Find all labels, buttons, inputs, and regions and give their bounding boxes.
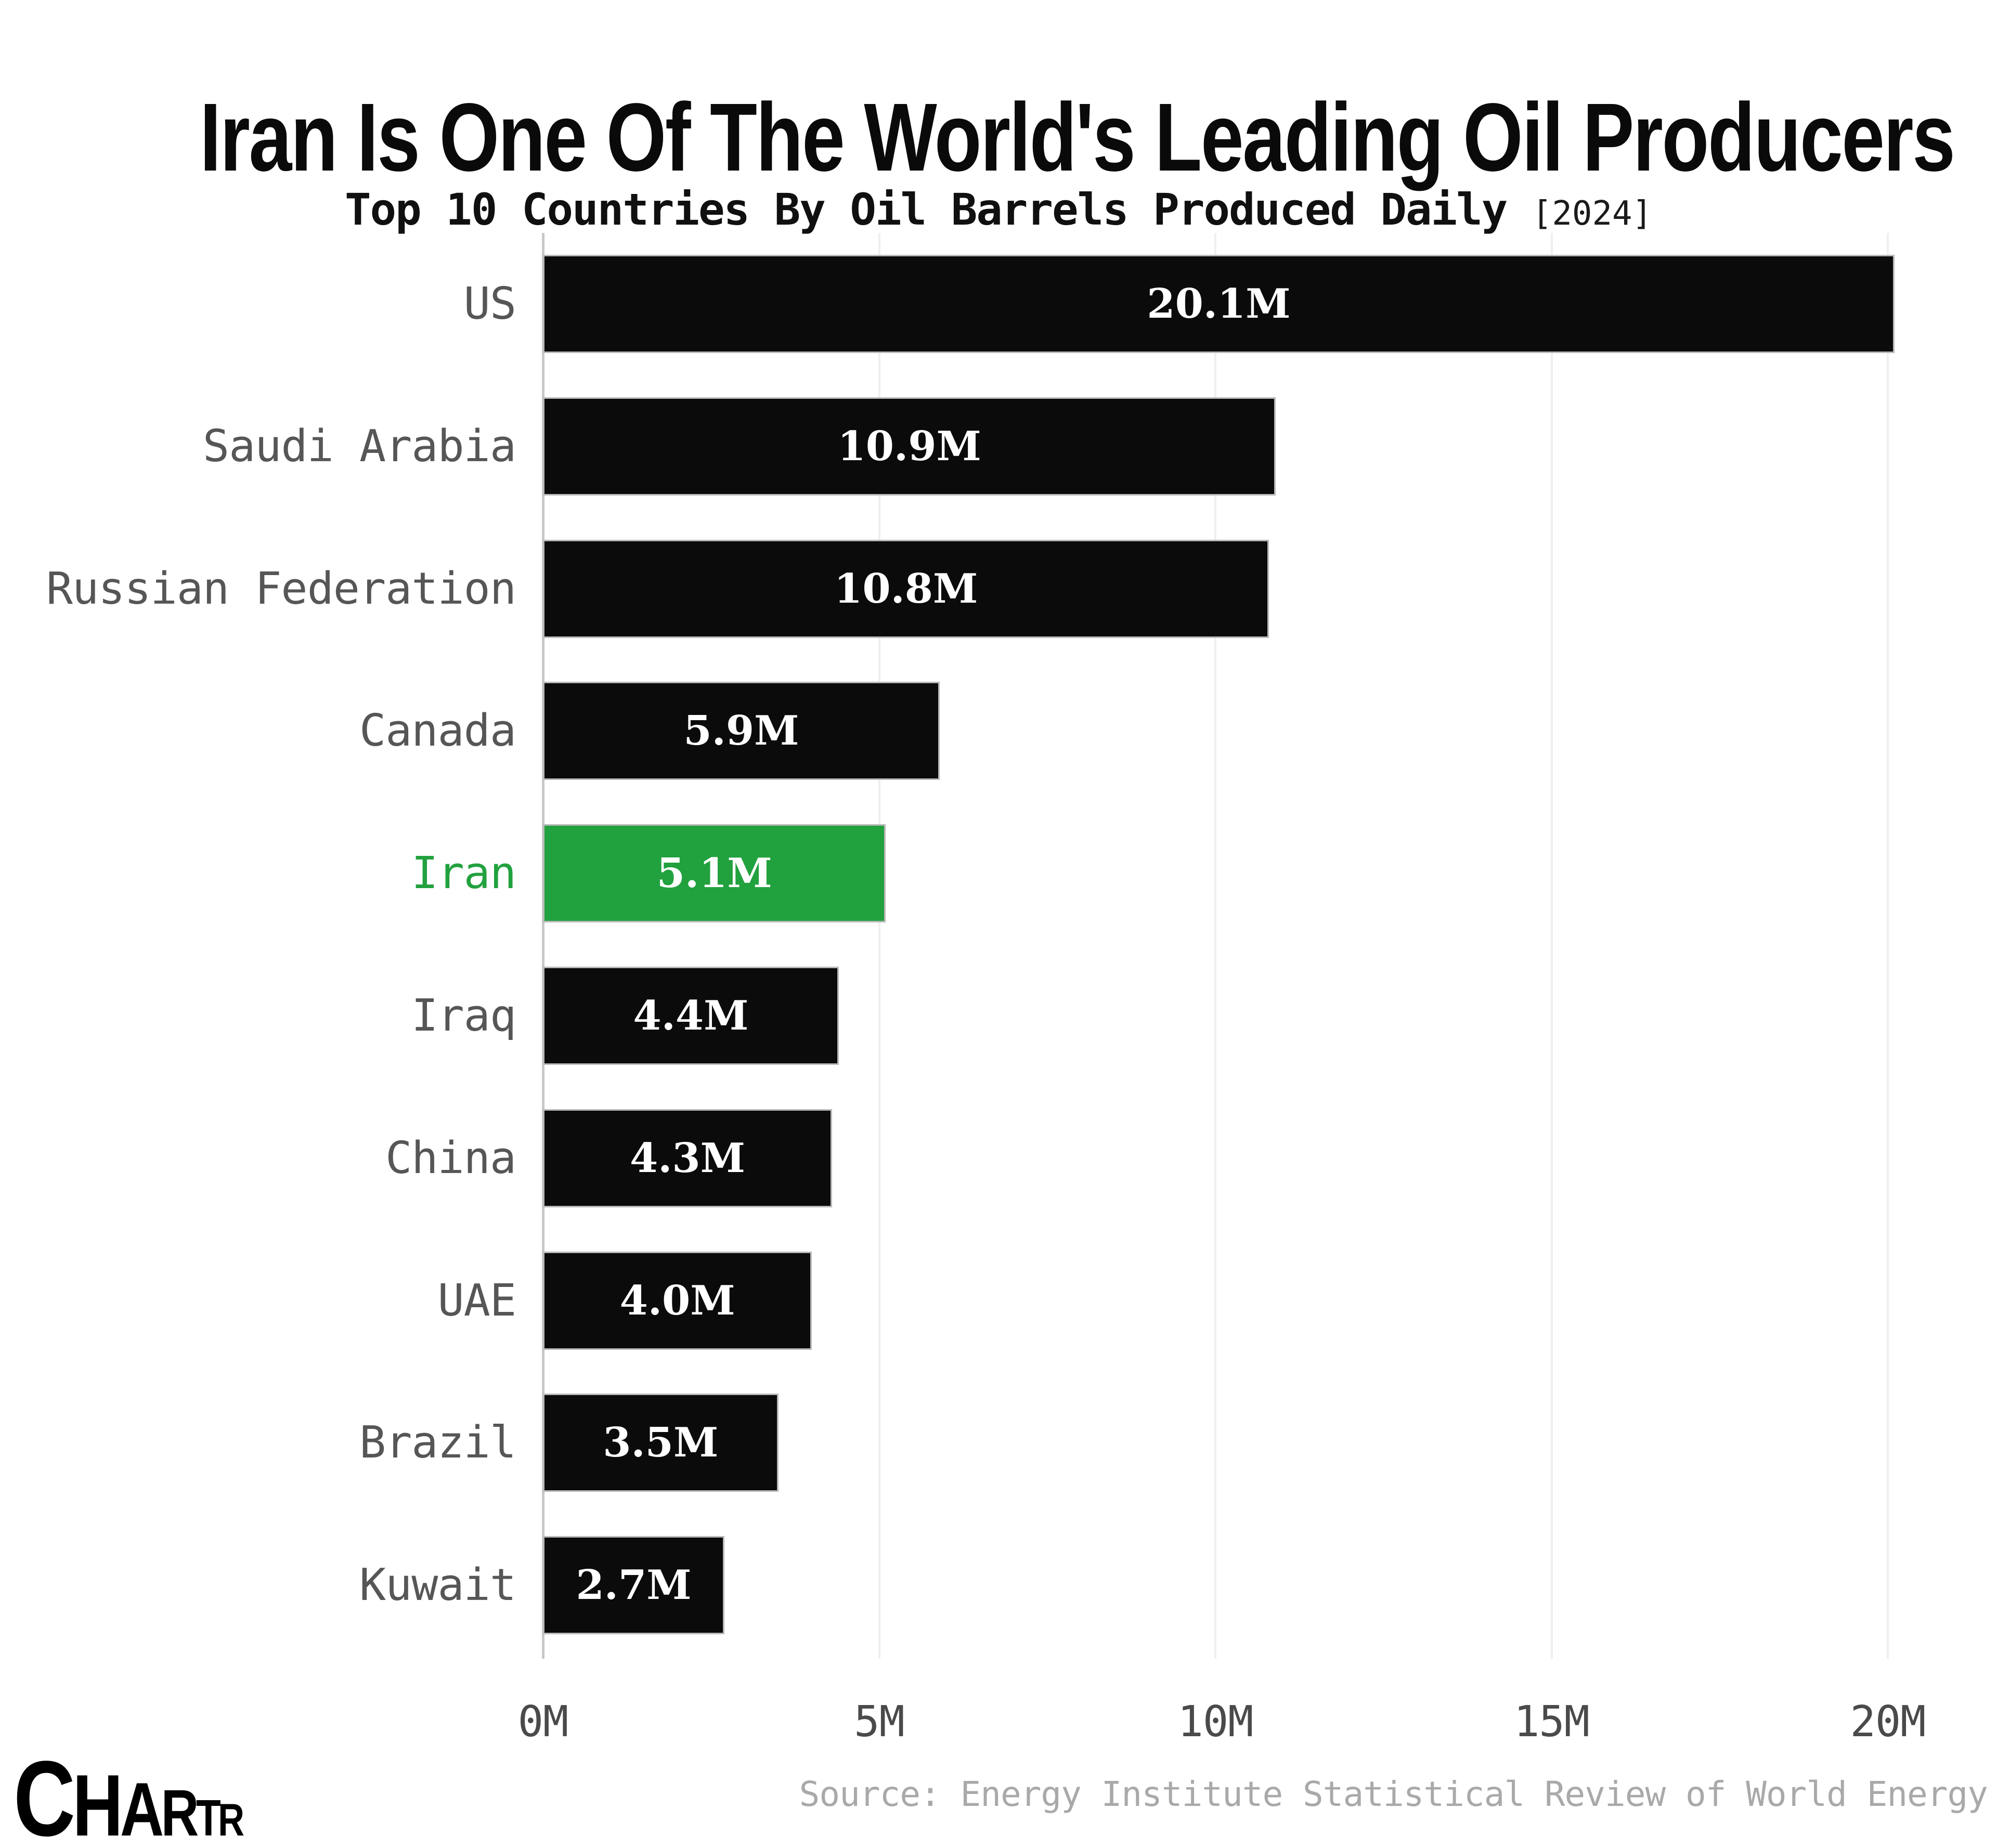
- bar: 4.3M: [543, 1109, 832, 1207]
- category-label: Iraq: [411, 990, 516, 1042]
- category-label: Russian Federation: [46, 563, 516, 615]
- bar: 20.1M: [543, 255, 1895, 353]
- bar: 5.1M: [543, 824, 886, 923]
- logo-letter: A: [120, 1767, 164, 1848]
- x-tick-label: 15M: [1513, 1697, 1590, 1747]
- bar: 2.7M: [543, 1536, 725, 1635]
- chart-subtitle-text: Top 10 Countries By Oil Barrels Produced…: [344, 184, 1508, 235]
- bar-value-label: 5.9M: [683, 707, 799, 755]
- category-label: Brazil: [359, 1417, 516, 1469]
- bar-row: Kuwait 2.7M: [0, 1536, 1997, 1635]
- bar-row: Iran 5.1M: [0, 824, 1997, 923]
- bar: 5.9M: [543, 682, 940, 780]
- bar-value-label: 3.5M: [603, 1419, 719, 1467]
- chart-subtitle-year: [2024]: [1532, 194, 1653, 233]
- logo-letter: R: [161, 1776, 199, 1848]
- logo-letter: H: [72, 1756, 123, 1848]
- logo-letter: T: [196, 1789, 221, 1846]
- category-label: China: [385, 1132, 516, 1184]
- bar-value-label: 4.3M: [629, 1134, 746, 1182]
- gridline: [1214, 233, 1216, 1659]
- bar: 4.0M: [543, 1251, 812, 1350]
- logo-letter: R: [218, 1794, 244, 1845]
- x-tick-label: 0M: [517, 1697, 569, 1747]
- bar: 10.8M: [543, 539, 1269, 638]
- category-label: Saudi Arabia: [202, 420, 516, 472]
- bar-row: UAE 4.0M: [0, 1251, 1997, 1350]
- category-label: Canada: [359, 705, 516, 757]
- bar-value-label: 20.1M: [1147, 280, 1291, 328]
- bar-row: China 4.3M: [0, 1109, 1997, 1207]
- bar: 10.9M: [543, 397, 1276, 496]
- bar: 3.5M: [543, 1394, 779, 1492]
- bar: 4.4M: [543, 967, 839, 1065]
- category-label: US: [463, 278, 516, 330]
- bar-value-label: 2.7M: [576, 1561, 692, 1609]
- category-label: UAE: [437, 1274, 516, 1326]
- x-tick-label: 5M: [854, 1697, 905, 1747]
- bar-row: US 20.1M: [0, 255, 1997, 353]
- category-label: Iran: [411, 848, 516, 900]
- bar-row: Saudi Arabia 10.9M: [0, 397, 1997, 496]
- bar-value-label: 4.0M: [619, 1277, 735, 1324]
- gridline: [1550, 233, 1553, 1659]
- bar-value-label: 10.8M: [834, 565, 978, 613]
- gridline: [878, 233, 880, 1659]
- gridline: [1887, 233, 1889, 1659]
- source-credit: Source: Energy Institute Statistical Rev…: [799, 1774, 1988, 1814]
- x-tick-label: 20M: [1850, 1697, 1926, 1747]
- bar-row: Brazil 3.5M: [0, 1394, 1997, 1492]
- category-label: Kuwait: [359, 1559, 516, 1611]
- bar-row: Canada 5.9M: [0, 682, 1997, 780]
- logo-letter: C: [14, 1739, 76, 1848]
- bar-value-label: 10.9M: [837, 422, 981, 470]
- bar-value-label: 4.4M: [633, 992, 749, 1039]
- bar-row: Russian Federation 10.8M: [0, 539, 1997, 638]
- x-tick-label: 10M: [1177, 1697, 1253, 1747]
- chart-title: Iran Is One Of The World's Leading Oil P…: [200, 83, 1955, 191]
- bar-value-label: 5.1M: [656, 850, 772, 897]
- chart-subtitle: Top 10 Countries By Oil Barrels Produced…: [0, 184, 1997, 235]
- y-axis-line: [542, 233, 544, 1659]
- bar-row: Iraq 4.4M: [0, 967, 1997, 1065]
